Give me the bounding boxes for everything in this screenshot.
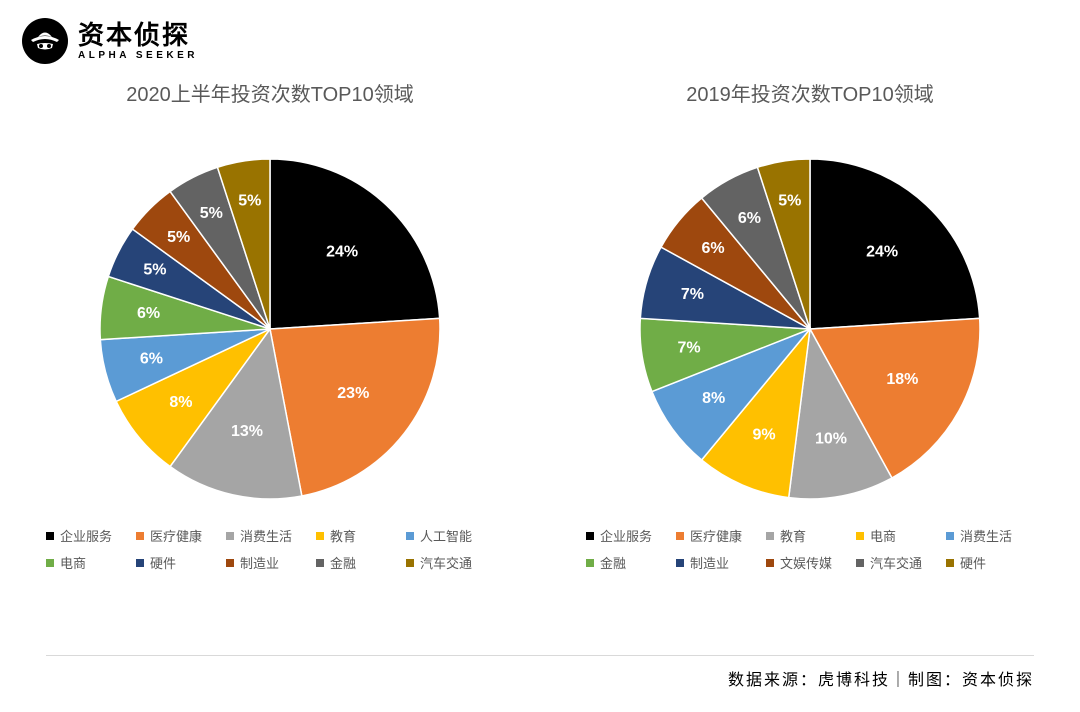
legend-label: 金融: [330, 553, 356, 572]
legend-label: 电商: [870, 526, 896, 545]
slice-label: 9%: [753, 426, 776, 443]
legend-item: 电商: [856, 526, 946, 545]
slice-label: 7%: [678, 339, 701, 356]
legend-item: 硬件: [136, 553, 226, 572]
slice-label: 6%: [140, 351, 163, 368]
legend-swatch: [946, 559, 954, 567]
legend-item: 教育: [766, 526, 856, 545]
legend-item: 硬件: [946, 553, 1036, 572]
chart-left-panel: 2020上半年投资次数TOP10领域 24%23%13%8%6%6%5%5%5%…: [0, 78, 540, 539]
legend-swatch: [586, 532, 594, 540]
legend-item: 制造业: [676, 553, 766, 572]
legend-item: 文娱传媒: [766, 553, 856, 572]
chart-right-title: 2019年投资次数TOP10领域: [540, 78, 1080, 107]
legend-left: 企业服务 医疗健康 消费生活 教育 人工智能电商 硬件 制造业 金融 汽车交通: [46, 526, 498, 580]
legend-label: 教育: [330, 526, 356, 545]
slice-label: 24%: [326, 243, 358, 260]
slice-label: 5%: [143, 262, 166, 279]
legend-swatch: [766, 559, 774, 567]
legend-label: 企业服务: [60, 526, 112, 545]
slice-label: 5%: [778, 193, 801, 210]
legend-swatch: [676, 532, 684, 540]
legend-label: 人工智能: [420, 526, 472, 545]
legend-item: 金融: [316, 553, 406, 572]
legend-label: 硬件: [960, 553, 986, 572]
legend-item: 消费生活: [226, 526, 316, 545]
legend-item: 汽车交通: [406, 553, 496, 572]
legend-swatch: [586, 559, 594, 567]
legend-swatch: [856, 559, 864, 567]
legend-swatch: [766, 532, 774, 540]
legend-item: 人工智能: [406, 526, 496, 545]
legend-swatch: [136, 559, 144, 567]
charts-row: 2020上半年投资次数TOP10领域 24%23%13%8%6%6%5%5%5%…: [0, 78, 1080, 539]
slice-label: 5%: [167, 229, 190, 246]
slice-label: 6%: [702, 240, 725, 257]
legend-item: 企业服务: [46, 526, 136, 545]
legend-swatch: [316, 559, 324, 567]
legend-label: 金融: [600, 553, 626, 572]
brand-header: 资本侦探 ALPHA SEEKER: [22, 18, 198, 64]
legend-label: 消费生活: [240, 526, 292, 545]
slice-label: 7%: [681, 286, 704, 303]
legend-swatch: [226, 532, 234, 540]
footer-divider: [46, 655, 1034, 656]
legend-item: 企业服务: [586, 526, 676, 545]
legend-right: 企业服务 医疗健康 教育 电商 消费生活金融 制造业 文娱传媒 汽车交通 硬件: [586, 526, 1038, 580]
legend-label: 制造业: [690, 553, 729, 572]
brand-cn: 资本侦探: [78, 21, 198, 50]
legend-item: 汽车交通: [856, 553, 946, 572]
legend-swatch: [46, 532, 54, 540]
detective-logo-icon: [22, 18, 68, 64]
pie-right: 24% 18% 10% 9% 8% 7% 7% 6% 6% 5%: [550, 129, 1070, 539]
legend-swatch: [856, 532, 864, 540]
slice-label: 13%: [231, 423, 263, 440]
legend-label: 消费生活: [960, 526, 1012, 545]
legend-label: 汽车交通: [870, 553, 922, 572]
legend-swatch: [136, 532, 144, 540]
legend-item: 制造业: [226, 553, 316, 572]
legend-label: 硬件: [150, 553, 176, 572]
slice-label: 23%: [337, 385, 369, 402]
chart-right-panel: 2019年投资次数TOP10领域 24% 18% 10% 9% 8% 7% 7% 6% 6% 5%…: [540, 78, 1080, 539]
legend-label: 汽车交通: [420, 553, 472, 572]
pie-left: 24%23%13%8%6%6%5%5%5%5%: [10, 129, 530, 539]
brand-text: 资本侦探 ALPHA SEEKER: [78, 21, 198, 61]
slice-label: 10%: [815, 430, 847, 447]
legend-label: 制造业: [240, 553, 279, 572]
legend-label: 企业服务: [600, 526, 652, 545]
slice-label: 6%: [738, 210, 761, 227]
chart-left-title: 2020上半年投资次数TOP10领域: [0, 78, 540, 107]
legend-label: 医疗健康: [150, 526, 202, 545]
slice-label: 8%: [169, 394, 192, 411]
footer-credit: 数据来源：虎博科技｜制图：资本侦探: [728, 666, 1034, 690]
slice-label: 8%: [702, 390, 725, 407]
legend-item: 教育: [316, 526, 406, 545]
legend-swatch: [226, 559, 234, 567]
slice-label: 5%: [238, 193, 261, 210]
slice-label: 6%: [137, 305, 160, 322]
legend-item: 消费生活: [946, 526, 1036, 545]
legend-item: 金融: [586, 553, 676, 572]
legend-label: 文娱传媒: [780, 553, 832, 572]
slice-label: 18%: [886, 371, 918, 388]
legend-swatch: [406, 559, 414, 567]
legend-label: 教育: [780, 526, 806, 545]
legend-item: 医疗健康: [136, 526, 226, 545]
legend-label: 医疗健康: [690, 526, 742, 545]
legend-item: 医疗健康: [676, 526, 766, 545]
slice-label: 24%: [866, 243, 898, 260]
brand-en: ALPHA SEEKER: [78, 50, 198, 61]
legend-swatch: [946, 532, 954, 540]
legend-label: 电商: [60, 553, 86, 572]
legend-swatch: [46, 559, 54, 567]
slice-label: 5%: [200, 205, 223, 222]
legend-swatch: [316, 532, 324, 540]
legend-swatch: [406, 532, 414, 540]
legend-swatch: [676, 559, 684, 567]
legend-item: 电商: [46, 553, 136, 572]
